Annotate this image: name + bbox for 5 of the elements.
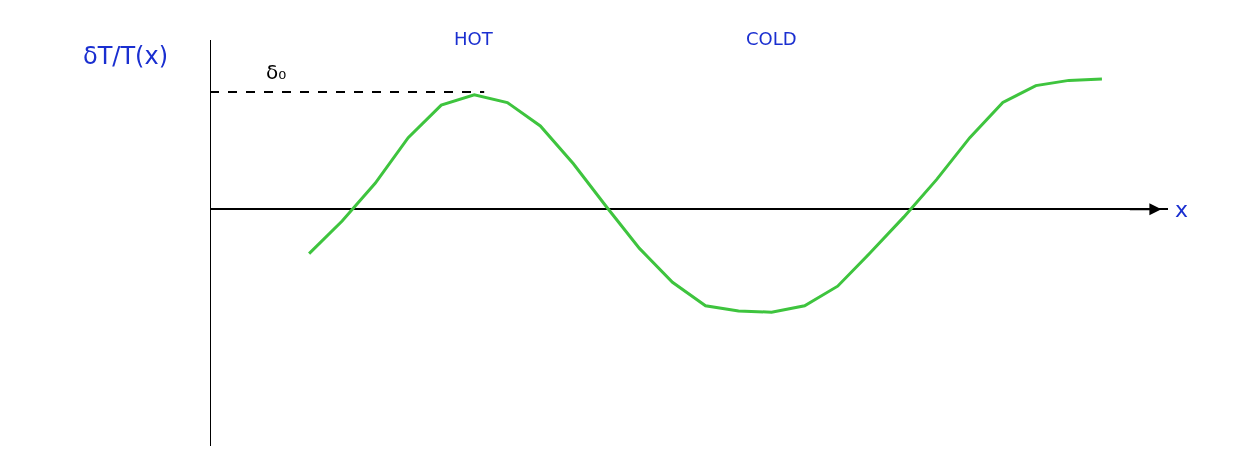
x-axis-title: x [1175, 197, 1189, 222]
ref-line-label: δ₀ [266, 60, 287, 84]
text: COLD [746, 28, 797, 49]
text: HOT [454, 28, 494, 49]
y-axis-title: δT/T(x) [83, 42, 169, 70]
